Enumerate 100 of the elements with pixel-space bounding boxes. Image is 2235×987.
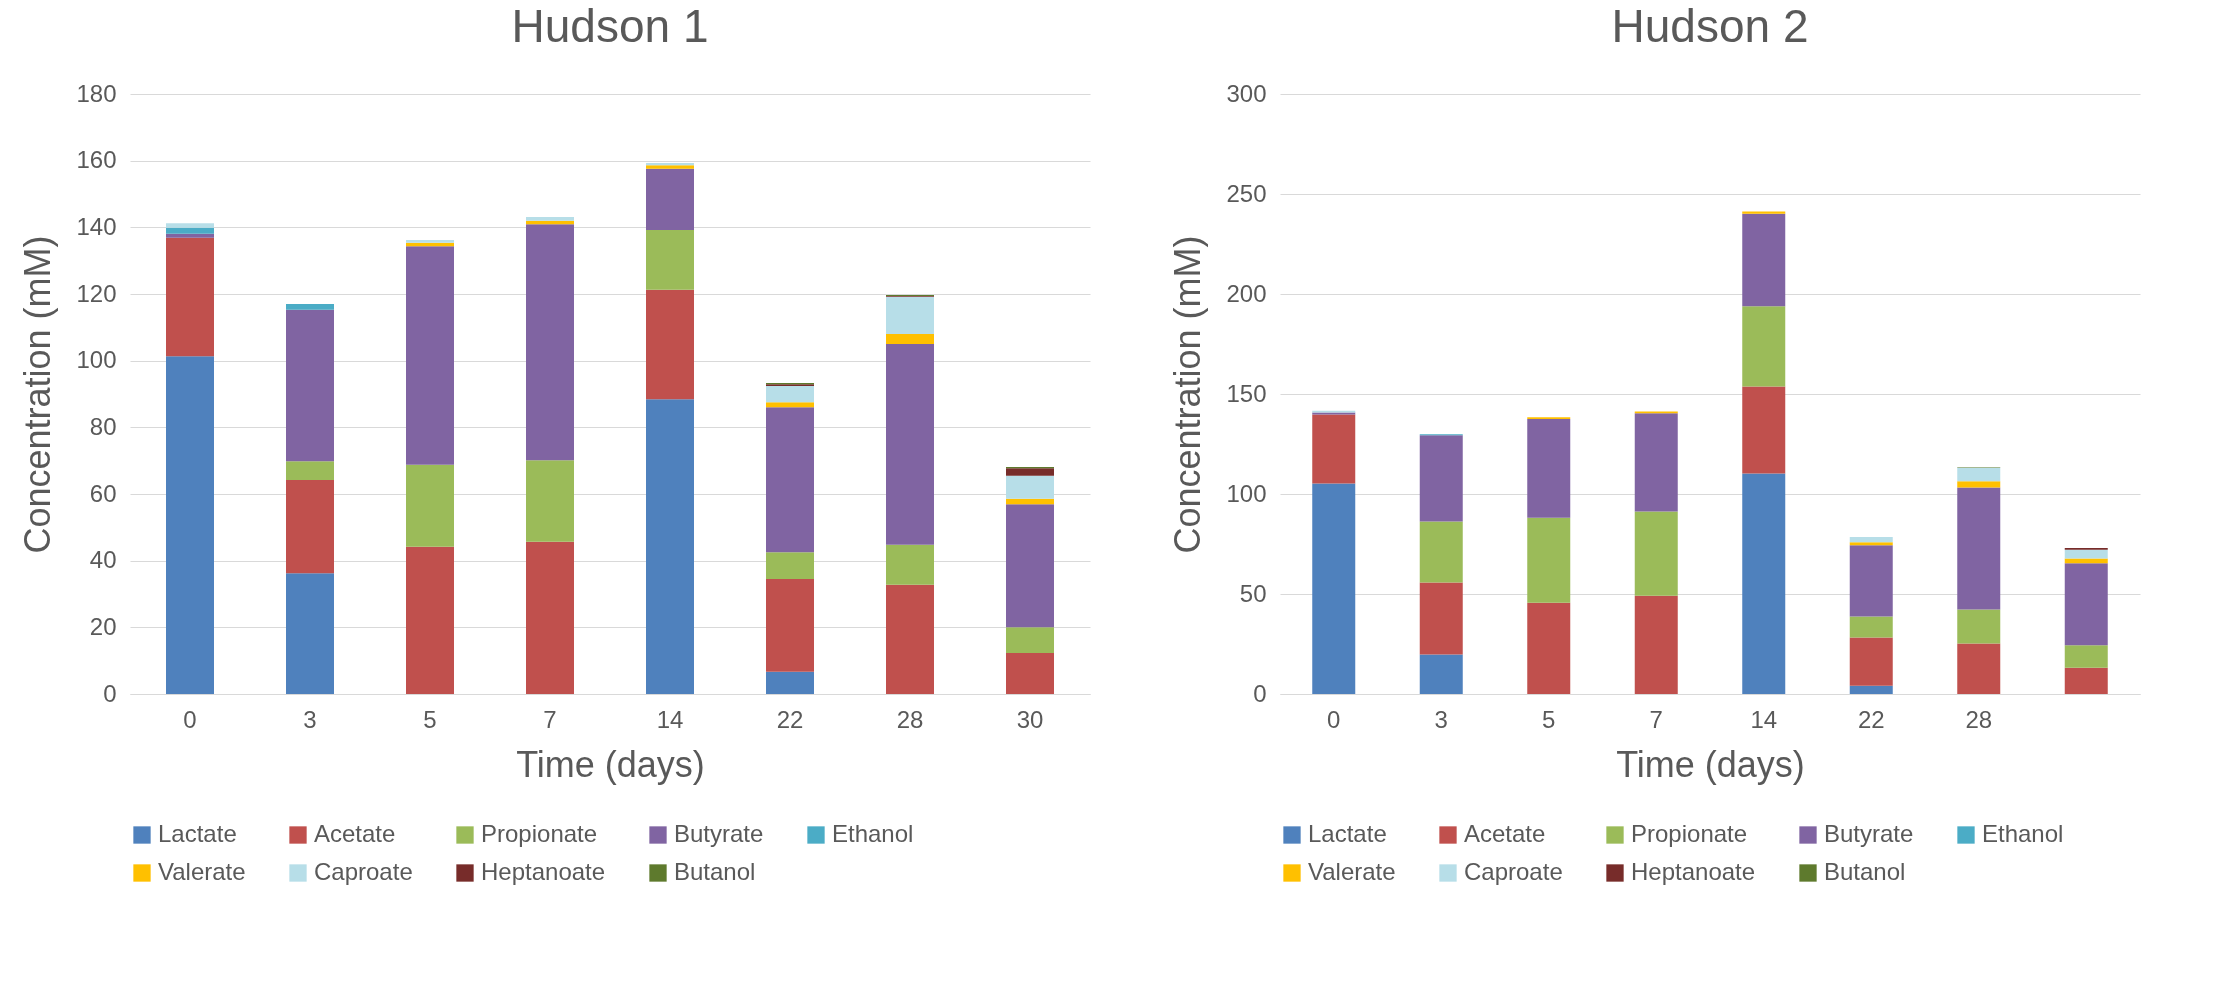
x-tick-label: 0 [183, 705, 197, 733]
bar [1957, 487, 2001, 610]
x-tick-label: 3 [1434, 705, 1448, 733]
bar [1849, 545, 1893, 617]
bar [1006, 653, 1054, 694]
y-tick-label: 300 [1226, 79, 1267, 107]
bar [886, 296, 934, 334]
x-tick-label: 22 [1857, 705, 1885, 733]
bar [1527, 602, 1571, 694]
y-tick-label: 0 [103, 679, 117, 707]
bar [1634, 511, 1678, 596]
legend-label: Valerate [158, 858, 246, 885]
bar [286, 573, 334, 694]
bar [886, 334, 934, 344]
y-tick-label: 50 [1239, 579, 1267, 607]
bar [286, 480, 334, 574]
legend-label: Butanol [1824, 858, 1906, 885]
legend-label: Ethanol [1982, 820, 2064, 847]
y-tick-label: 20 [89, 612, 117, 640]
bar [1527, 517, 1571, 603]
y-axis-title: Concentration (mM) [17, 235, 59, 554]
legend-label: Caproate [1464, 858, 1563, 885]
bar [2064, 645, 2108, 668]
bar [1742, 473, 1786, 694]
bar [766, 402, 814, 408]
bar [1527, 419, 1571, 518]
bar [1849, 542, 1893, 546]
bar [1742, 386, 1786, 474]
legend-label: Ethanol [832, 820, 914, 847]
bar [766, 407, 814, 553]
bar [166, 233, 214, 238]
legend-label: Butyrate [674, 820, 764, 847]
x-tick-label: 28 [1965, 705, 1993, 733]
y-tick-label: 140 [76, 212, 117, 240]
legend-label: Propionate [1631, 820, 1748, 847]
bar [1006, 468, 1054, 476]
bar [1849, 685, 1893, 694]
bar [766, 552, 814, 579]
bar [166, 356, 214, 694]
bar [886, 544, 934, 585]
x-tick-label: 7 [1649, 705, 1663, 733]
bar [1849, 537, 1893, 543]
bar [646, 289, 694, 400]
legend-label: Lactate [158, 820, 237, 847]
legend-label: Heptanoate [481, 858, 606, 885]
bar [1849, 637, 1893, 686]
legend-label: Butanol [674, 858, 756, 885]
x-tick-label: 14 [656, 705, 684, 733]
y-tick-label: 100 [1226, 479, 1267, 507]
bar [406, 240, 454, 243]
bar [1957, 609, 2001, 644]
y-tick-label: 150 [1226, 379, 1267, 407]
bar [646, 399, 694, 694]
bar [526, 541, 574, 694]
bar [646, 168, 694, 230]
bar [1312, 414, 1356, 484]
x-tick-label: 0 [1327, 705, 1341, 733]
bar [1957, 481, 2001, 488]
bar [2064, 563, 2108, 646]
bar [1634, 595, 1678, 694]
bar [886, 584, 934, 694]
bar [166, 223, 214, 228]
bar [1419, 582, 1463, 655]
bar [766, 579, 814, 672]
bar [766, 386, 814, 403]
chart-title: Hudson 2 [1611, 0, 1809, 52]
bar [766, 671, 814, 694]
y-tick-label: 0 [1253, 679, 1267, 707]
legend-label: Caproate [314, 858, 413, 885]
bar [286, 304, 334, 310]
y-tick-label: 60 [89, 479, 117, 507]
legend-label: Propionate [481, 820, 598, 847]
bar [1849, 616, 1893, 638]
y-axis-title: Concentration (mM) [1167, 235, 1209, 554]
bar [1957, 467, 2001, 482]
bar [646, 230, 694, 290]
bar [886, 344, 934, 545]
bar [1006, 504, 1054, 628]
bar [2064, 549, 2108, 559]
bar [1312, 483, 1356, 694]
legend-label: Valerate [1308, 858, 1396, 885]
chart-title: Hudson 1 [511, 0, 709, 52]
x-tick-label: 30 [1016, 705, 1044, 733]
bar [166, 237, 214, 357]
bar [526, 224, 574, 461]
y-tick-label: 80 [89, 412, 117, 440]
x-tick-label: 3 [303, 705, 317, 733]
x-axis-title: Time (days) [1616, 743, 1805, 785]
y-tick-label: 180 [76, 79, 117, 107]
bar [286, 461, 334, 480]
x-tick-label: 28 [896, 705, 924, 733]
bar [406, 546, 454, 694]
bar [1742, 213, 1786, 307]
x-tick-label: 22 [776, 705, 804, 733]
bar [1419, 435, 1463, 522]
x-tick-label: 14 [1750, 705, 1778, 733]
bar [166, 227, 214, 234]
legend-label: Acetate [314, 820, 396, 847]
bar [1419, 654, 1463, 694]
legend-label: Lactate [1308, 820, 1387, 847]
